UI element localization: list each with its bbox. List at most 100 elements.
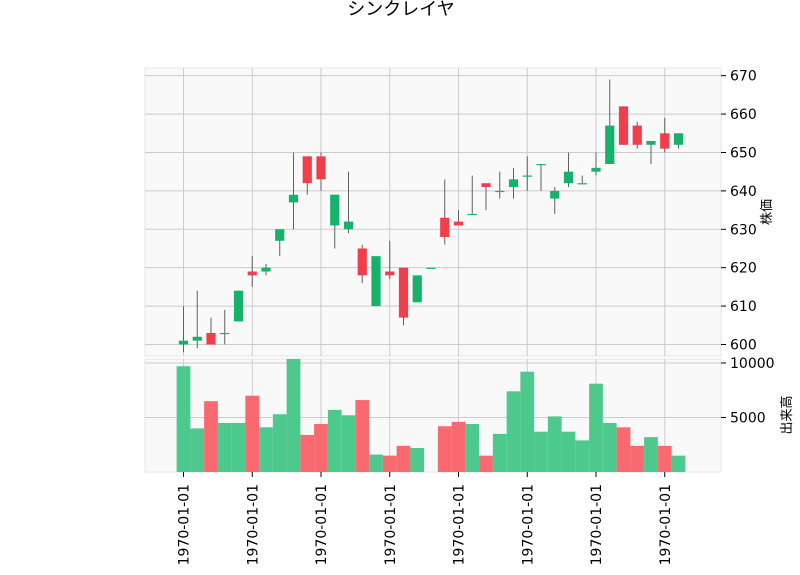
volume-bar bbox=[520, 371, 535, 472]
candle-body-down bbox=[357, 248, 367, 276]
volume-bar bbox=[176, 366, 191, 472]
candle-body-up bbox=[591, 167, 601, 172]
price-tick-label: 630 bbox=[730, 222, 757, 238]
volume-axis: 10000 5000 bbox=[721, 356, 775, 427]
volume-bar bbox=[602, 422, 617, 472]
volume-bar bbox=[534, 431, 548, 472]
price-tick-label: 640 bbox=[730, 184, 757, 200]
volume-bar bbox=[451, 421, 466, 472]
volume-tick-label: 5000 bbox=[730, 411, 766, 427]
price-tick-label: 600 bbox=[730, 337, 757, 353]
candle-body-up bbox=[343, 221, 354, 230]
price-tick-label: 660 bbox=[730, 107, 757, 123]
candle-body-up bbox=[412, 275, 422, 303]
volume-tick-label: 10000 bbox=[730, 356, 775, 372]
volume-bar bbox=[217, 422, 232, 472]
volume-axis-label: 出来高 bbox=[779, 395, 795, 434]
candle-body-up bbox=[495, 190, 505, 193]
price-axis-label: 株価 bbox=[760, 199, 775, 225]
volume-bar bbox=[410, 448, 425, 472]
x-tick-label: 1970-01-01 bbox=[177, 484, 193, 565]
price-candles bbox=[178, 79, 684, 353]
chart-title: シンクレイヤ bbox=[347, 0, 454, 20]
x-tick-label: 1970-01-01 bbox=[383, 484, 399, 565]
volume-bar bbox=[396, 445, 411, 472]
volume-bar bbox=[382, 455, 397, 472]
candle-body-down bbox=[618, 106, 629, 145]
candle-body-up bbox=[371, 256, 381, 307]
volume-bar bbox=[300, 434, 315, 472]
price-axis: 600 610 620 630 640 650 660 670 bbox=[721, 69, 757, 353]
x-tick-label: 1970-01-01 bbox=[589, 484, 605, 565]
price-panel bbox=[144, 67, 722, 357]
candle-body-up bbox=[178, 340, 189, 345]
x-tick-label: 1970-01-01 bbox=[452, 484, 468, 565]
volume-bar bbox=[506, 391, 521, 472]
candle-body-up bbox=[673, 133, 684, 145]
volume-bar bbox=[369, 454, 383, 472]
volume-bar bbox=[245, 395, 260, 472]
volume-bar bbox=[644, 437, 658, 472]
volume-bar bbox=[437, 426, 452, 472]
volume-bar bbox=[479, 455, 493, 472]
candle-body-down bbox=[316, 156, 326, 180]
price-tick-label: 650 bbox=[730, 145, 757, 161]
volume-bar bbox=[190, 428, 205, 472]
price-tick-label: 610 bbox=[730, 299, 757, 315]
volume-bar bbox=[341, 415, 356, 472]
x-tick-label: 1970-01-01 bbox=[658, 484, 674, 565]
candle-body-up bbox=[522, 175, 532, 177]
candle-body-up bbox=[192, 336, 202, 341]
candle-body-down bbox=[385, 271, 395, 276]
candle-body-down bbox=[632, 125, 642, 145]
candle-body-up bbox=[577, 183, 587, 185]
volume-bar bbox=[492, 433, 507, 472]
candle-body-up bbox=[426, 267, 436, 269]
candle-body-up bbox=[220, 332, 230, 335]
candle-body-up bbox=[467, 213, 477, 216]
candle-body-up bbox=[330, 194, 340, 226]
volume-bar bbox=[272, 414, 287, 472]
volume-bar bbox=[204, 401, 218, 472]
candle-body-down bbox=[660, 133, 670, 149]
price-tick-label: 620 bbox=[730, 261, 757, 277]
volume-bar bbox=[465, 424, 480, 472]
candle-body-up bbox=[605, 125, 615, 164]
x-tick-label: 1970-01-01 bbox=[314, 484, 330, 565]
candle-body-down bbox=[206, 332, 216, 345]
volume-bar bbox=[314, 424, 328, 472]
candle-body-down bbox=[398, 267, 409, 318]
volume-bar bbox=[589, 383, 603, 472]
volume-bar bbox=[671, 455, 686, 472]
candle-body-down bbox=[481, 183, 491, 188]
volume-bar bbox=[231, 422, 246, 472]
volume-bar bbox=[616, 427, 631, 472]
candle-body-up bbox=[563, 171, 574, 184]
volume-bar bbox=[286, 359, 301, 472]
volume-bar bbox=[547, 416, 562, 472]
x-tick-label: 1970-01-01 bbox=[520, 484, 536, 565]
volume-bar bbox=[327, 409, 342, 472]
volume-bar bbox=[657, 445, 672, 472]
volume-bar bbox=[575, 440, 590, 472]
volume-bars bbox=[176, 359, 686, 472]
candle-body-down bbox=[453, 221, 464, 226]
volume-bar bbox=[355, 400, 370, 472]
volume-bar bbox=[259, 427, 273, 472]
candle-body-up bbox=[550, 190, 560, 199]
candle-body-down bbox=[440, 217, 450, 237]
candle-body-down bbox=[247, 271, 257, 276]
candle-body-up bbox=[288, 194, 299, 203]
candle-body-up bbox=[646, 140, 656, 145]
x-axis: 1970-01-01 1970-01-01 1970-01-01 1970-01-01… bbox=[177, 472, 674, 565]
volume-bar bbox=[630, 445, 645, 472]
x-tick-label: 1970-01-01 bbox=[245, 484, 261, 565]
candle-body-up bbox=[261, 267, 271, 272]
candle-body-up bbox=[275, 229, 285, 241]
candle-body-up bbox=[508, 179, 519, 188]
candle-body-down bbox=[302, 156, 312, 184]
candle-body-up bbox=[233, 290, 244, 322]
price-tick-label: 670 bbox=[730, 69, 757, 85]
candle-body-up bbox=[536, 164, 546, 166]
